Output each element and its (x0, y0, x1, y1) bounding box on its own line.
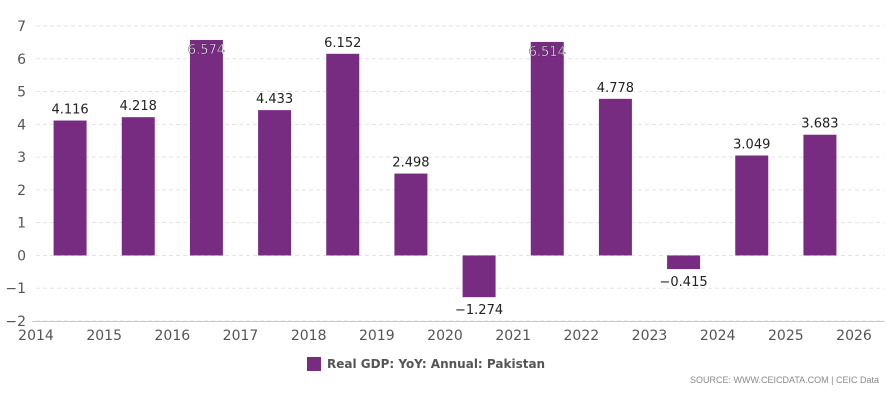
x-tick-label: 2017 (223, 328, 259, 344)
bar-2018 (326, 53, 360, 256)
data-label: 6.152 (324, 36, 361, 51)
y-tick-label: 4 (17, 117, 26, 133)
y-tick-label: 0 (17, 248, 26, 264)
x-tick-label: 2016 (155, 328, 191, 344)
legend[interactable]: Real GDP: YoY: Annual: Pakistan (307, 357, 545, 371)
x-tick-label: 2014 (18, 328, 54, 344)
x-tick-label: 2025 (768, 328, 804, 344)
bar-2014 (53, 120, 87, 256)
x-tick-label: 2015 (86, 328, 122, 344)
data-label: 4.433 (256, 92, 293, 107)
bar-2025 (803, 134, 837, 256)
bar-2021 (530, 41, 564, 256)
data-label: 4.218 (120, 99, 157, 114)
y-tick-label: 7 (17, 19, 26, 35)
data-label: 4.116 (51, 103, 88, 118)
data-label: 6.574 (188, 43, 225, 58)
y-tick-label: 5 (17, 85, 26, 101)
x-tick-label: 2026 (836, 328, 872, 344)
source-note: SOURCE: WWW.CEICDATA.COM | CEIC Data (689, 375, 879, 385)
y-tick-label: −2 (5, 314, 26, 330)
data-label: 3.683 (801, 117, 838, 132)
bar-2019 (394, 173, 428, 256)
data-label: −1.274 (455, 303, 503, 318)
bar-2020 (462, 255, 496, 298)
data-label: −0.415 (660, 275, 708, 290)
bar-2023 (667, 255, 701, 270)
bar-2022 (598, 98, 632, 256)
data-label: 2.498 (392, 156, 429, 171)
y-tick-label: −1 (5, 281, 26, 297)
x-tick-label: 2022 (564, 328, 600, 344)
legend-label: Real GDP: YoY: Annual: Pakistan (327, 357, 546, 371)
legend-swatch (307, 357, 321, 371)
data-label: 4.778 (597, 81, 634, 96)
data-label: 6.514 (529, 45, 566, 60)
x-tick-label: 2024 (700, 328, 736, 344)
y-tick-label: 2 (17, 183, 26, 199)
y-tick-label: 6 (17, 52, 26, 68)
bar-2017 (258, 110, 292, 256)
data-label: 3.049 (733, 138, 770, 153)
bar-2015 (121, 117, 155, 256)
x-tick-label: 2019 (359, 328, 395, 344)
x-tick-label: 2018 (291, 328, 327, 344)
bar-2024 (735, 155, 769, 256)
x-tick-label: 2023 (632, 328, 668, 344)
bar-2016 (189, 39, 223, 256)
y-tick-label: 3 (17, 150, 26, 166)
y-tick-label: 1 (17, 216, 26, 232)
x-tick-label: 2021 (495, 328, 531, 344)
x-tick-label: 2020 (427, 328, 463, 344)
